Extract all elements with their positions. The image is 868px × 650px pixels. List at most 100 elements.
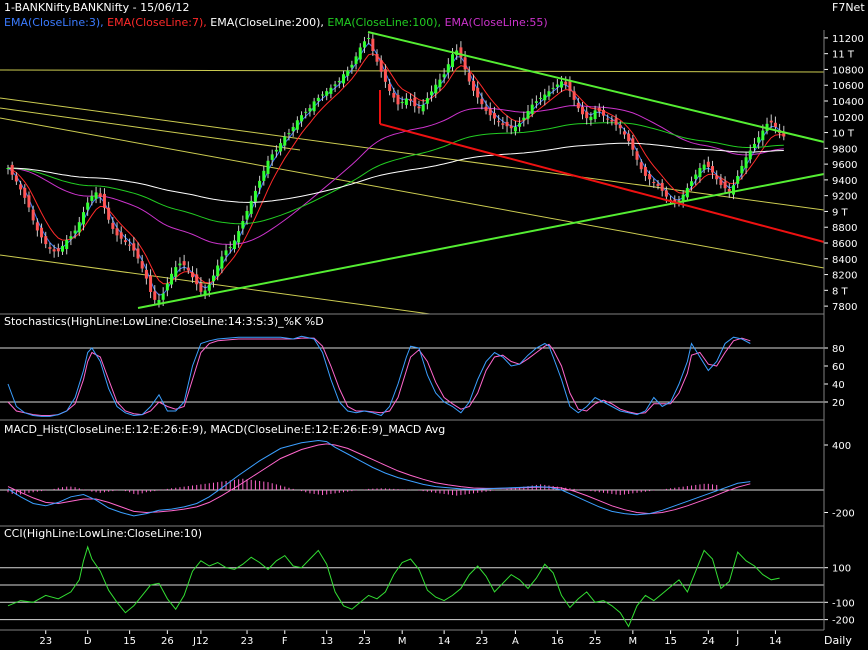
candle-body (589, 116, 593, 121)
candle-body (245, 210, 249, 220)
candle-body (635, 151, 639, 160)
candle-body (513, 126, 517, 132)
candle-body (216, 265, 220, 277)
ema-line (7, 105, 784, 245)
candle-body (27, 195, 31, 208)
candle-body (77, 222, 81, 233)
candle-body (144, 269, 148, 279)
candle-body (396, 94, 400, 105)
candle-body (346, 70, 350, 76)
candle-body (136, 248, 140, 259)
candle-body (375, 53, 379, 62)
candle-body (329, 87, 333, 94)
candle-body (270, 154, 274, 160)
candle-body (44, 236, 48, 245)
y-tick-label: 60 (832, 362, 845, 373)
candle-body (648, 173, 652, 180)
x-tick-label: A (512, 636, 519, 647)
candle-body (773, 122, 777, 128)
x-tick-label: 16 (551, 636, 564, 647)
candle-body (308, 108, 312, 112)
x-tick-label: F (282, 636, 288, 647)
candle-body (266, 160, 270, 174)
stochastics-title: Stochastics(HighLine:LowLine:CloseLine:1… (4, 315, 324, 328)
x-tick-label: J12 (192, 636, 209, 647)
candle-body (639, 162, 643, 170)
candle-body (488, 108, 492, 116)
x-tick-label: 15 (123, 636, 136, 647)
ema-line (7, 122, 784, 225)
x-tick-label: M (629, 636, 638, 647)
candle-body (572, 91, 576, 100)
candle-body (14, 175, 18, 182)
candle-body (509, 125, 513, 129)
candle-body (442, 74, 446, 78)
y-tick-label: 9400 (832, 176, 857, 187)
candle-body (19, 184, 23, 190)
candle-body (643, 166, 647, 176)
candle-body (111, 222, 115, 229)
x-tick-label: 13 (320, 636, 333, 647)
indicator-legend-item: EMA(CloseLine:7), (107, 16, 210, 29)
candle-body (35, 222, 39, 231)
candle-body (69, 236, 73, 239)
candle-body (304, 111, 308, 113)
y-tick-label: 400 (832, 441, 851, 452)
candle-body (211, 275, 215, 282)
candle-body (627, 133, 631, 142)
macd-signal-line (7, 443, 751, 515)
candle-body (425, 98, 429, 104)
candle-body (140, 261, 144, 269)
candle-body (660, 182, 664, 191)
candle-body (576, 102, 580, 109)
y-tick-label: 10800 (832, 65, 864, 76)
candle-body (232, 240, 236, 250)
candle-body (279, 143, 283, 152)
fib-line (0, 254, 431, 315)
candle-body (593, 110, 597, 120)
candle-body (467, 72, 471, 82)
candle-body (237, 231, 241, 243)
y-tick-label: 9800 (832, 144, 857, 155)
candle-body (379, 60, 383, 72)
candle-body (333, 84, 337, 86)
candle-body (581, 106, 585, 115)
candle-body (476, 87, 480, 98)
y-tick-label: 80 (832, 344, 845, 355)
candle-body (52, 249, 56, 252)
candle-body (341, 74, 345, 84)
candle-body (337, 80, 341, 83)
candle-body (677, 200, 681, 202)
candle-body (23, 187, 27, 198)
candle-body (534, 101, 538, 103)
macd-title: MACD_Hist(CloseLine:E:12:E:26:E:9), MACD… (4, 423, 445, 436)
x-tick-label: 25 (589, 636, 602, 647)
x-tick-label: 14 (438, 636, 451, 647)
candle-body (325, 91, 329, 96)
stochastics-panel: Stochastics(HighLine:LowLine:CloseLine:1… (0, 315, 845, 417)
y-tick-label: 11 T (832, 50, 855, 61)
candle-body (719, 179, 723, 185)
candle-body (610, 119, 614, 122)
candle-body (459, 47, 463, 58)
candle-body (769, 120, 773, 123)
candle-body (706, 161, 710, 167)
ema-line (8, 142, 784, 203)
candle-body (685, 187, 689, 198)
candle-body (31, 209, 35, 221)
candle-body (90, 195, 94, 201)
fib-line (0, 117, 825, 269)
candle-body (149, 275, 153, 292)
candle-body (316, 97, 320, 101)
candle-body (362, 41, 366, 48)
candle-body (409, 99, 413, 101)
candle-body (400, 101, 404, 104)
candle-body (618, 124, 622, 129)
candle-body (153, 291, 157, 300)
candle-body (526, 110, 530, 119)
candle-body (241, 221, 245, 229)
candle-body (61, 245, 65, 252)
ema-line (7, 53, 784, 285)
candle-body (711, 166, 715, 173)
candle-body (631, 138, 635, 150)
